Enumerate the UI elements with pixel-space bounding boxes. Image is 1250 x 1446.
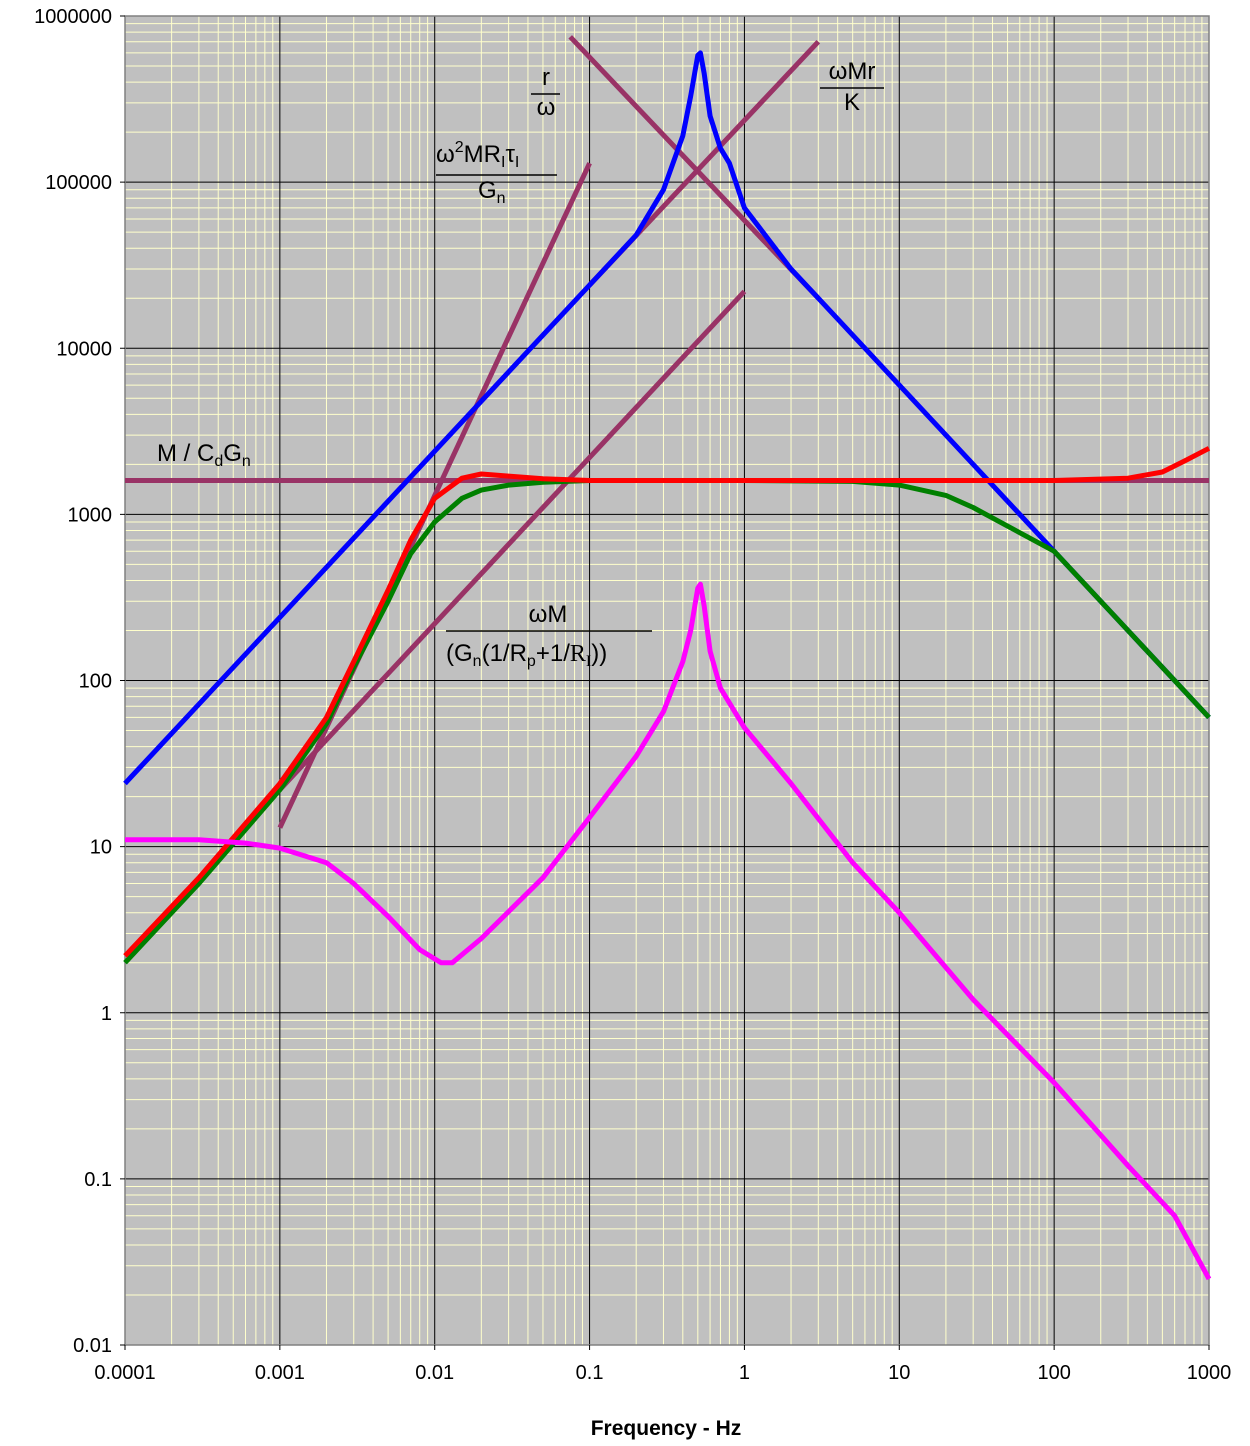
x-tick-label: 10 [888,1362,910,1384]
y-tick-label: 1 [101,1003,112,1025]
x-tick-label: 0.001 [255,1362,305,1384]
annotation-numerator: r [542,64,550,91]
series-line-0 [123,50,1211,786]
annotation-denominator: Gn [478,177,506,207]
y-tick-label: 1000 [68,504,113,526]
annotation-denominator: (Gn(1/Rp+1/RI)) [446,640,607,670]
y-tick-label: 100000 [45,172,112,194]
x-tick-label: 0.0001 [94,1362,155,1384]
x-tick-label: 1 [739,1362,750,1384]
x-tick-label: 100 [1037,1362,1070,1384]
x-tick-label: 0.01 [415,1362,454,1384]
annotation-numerator: ωM [529,601,568,628]
series-line-2 [123,478,1211,965]
annotation-omega-mr-over-k: ωMr K [820,58,884,116]
y-axis-ticks: 0.01 0.1 1 10 100 1000 10000 100000 1000000 [34,6,125,1357]
annotation-denominator: K [844,89,860,116]
x-tick-label: 0.1 [576,1362,604,1384]
x-axis-ticks: 0.0001 0.001 0.01 0.1 1 10 100 1000 [94,1345,1231,1384]
series-line-1 [123,446,1211,958]
annotation-omega2-mri-tau-over-gn: ω2MRIτI Gn [436,139,557,207]
annotation-r-over-omega: r ω [531,64,560,121]
x-tick-label: 1000 [1187,1362,1232,1384]
y-tick-label: 1000000 [34,6,112,28]
y-tick-label: 0.1 [84,1169,112,1191]
y-tick-label: 100 [79,671,112,693]
annotation-text: M / CdGn [157,440,251,470]
series-layer [123,35,1212,1281]
annotation-numerator: ωMr [829,58,876,85]
y-tick-label: 10 [90,837,112,859]
y-tick-label: 10000 [56,338,112,360]
x-axis-label: Frequency - Hz [591,1417,742,1440]
series-line-8 [278,289,747,792]
series-line-3 [125,581,1212,1281]
annotation-omega-m-over-gn-term: ωM (Gn(1/Rp+1/RI)) [446,601,652,670]
y-tick-label: 0.01 [73,1335,112,1357]
annotation-numerator: ω2MRIτI [436,139,519,171]
annotation-denominator: ω [537,94,556,121]
annotation-m-over-cdgn: M / CdGn [157,440,251,470]
